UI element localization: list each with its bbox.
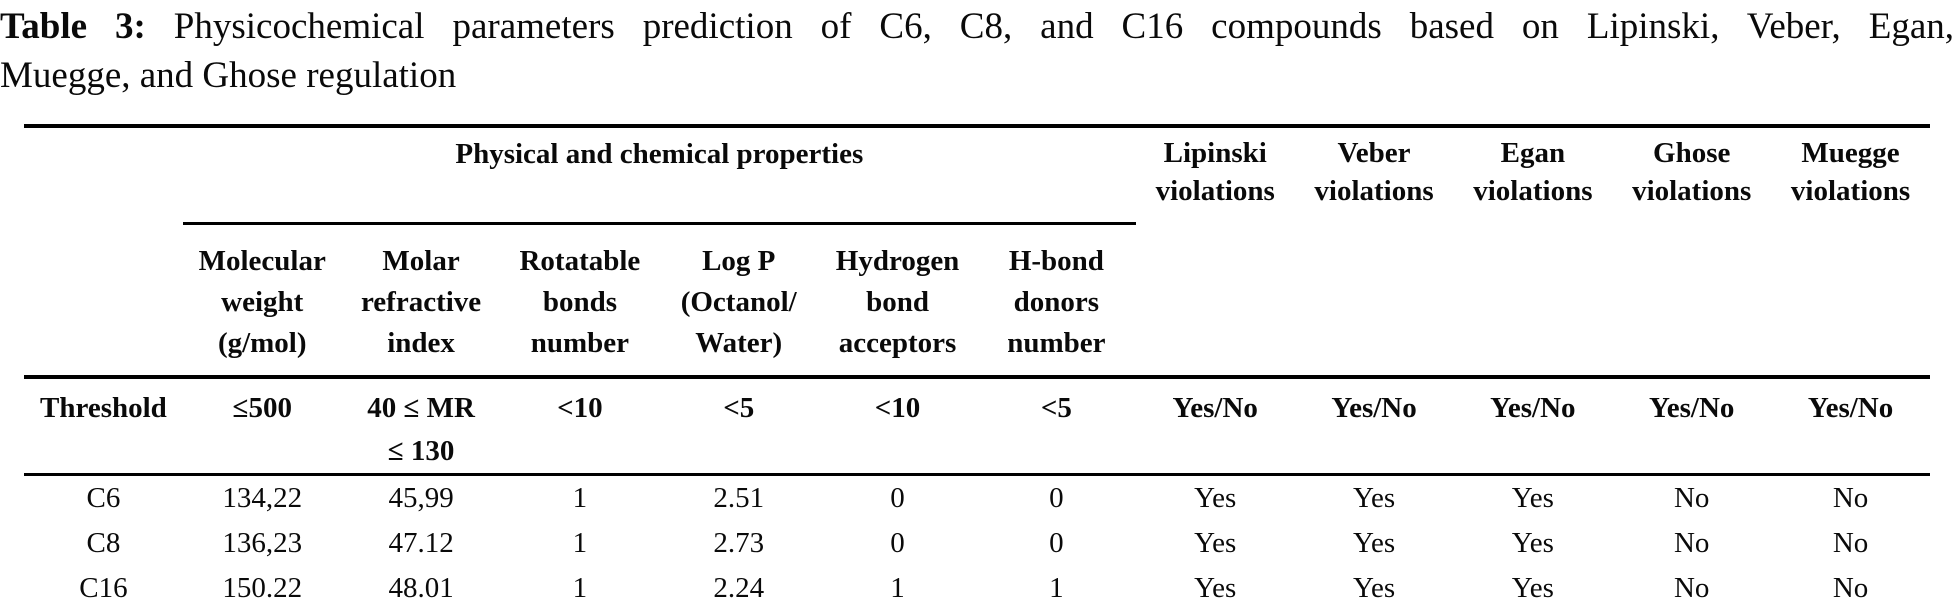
header-row-groups: Physical and chemical properties Lipinsk…: [24, 124, 1930, 377]
table-caption-line1: Table 3: Physicochemical parameters pred…: [0, 2, 1954, 51]
header-lipinski-violations: Lipinski violations: [1135, 124, 1295, 377]
cell-rbn: 1: [500, 566, 660, 611]
cell-ghose: No: [1673, 482, 1710, 514]
cell-egan: Yes: [1453, 566, 1613, 611]
threshold-muegge: Yes/No: [1771, 375, 1930, 476]
compound-name: C16: [24, 566, 183, 611]
threshold-row: Threshold ≤500 40 ≤ MR ≤ 130 <10 <5 <10 …: [24, 375, 1930, 476]
header-muegge-violations: Muegge violations: [1771, 124, 1930, 377]
cell-logp: 2.73: [713, 527, 765, 559]
cell-muegge: No: [1832, 482, 1869, 514]
threshold-hba: <10: [818, 375, 977, 476]
corner-cell: [24, 124, 183, 377]
header-rotatable-bonds: Rotatable bonds number: [519, 245, 641, 359]
cell-egan: Yes: [1511, 482, 1554, 514]
cell-mw: 136,23: [222, 527, 303, 559]
cell-logp: 2.24: [659, 566, 819, 611]
cell-mri: 47.12: [388, 527, 454, 559]
cell-mw: 150.22: [182, 566, 342, 611]
header-molecular-weight: Molecular weight (g/mol): [198, 245, 326, 359]
threshold-rbn: <10: [500, 375, 660, 476]
cell-hba: 0: [890, 482, 905, 514]
cell-mri: 48.01: [341, 566, 501, 611]
cell-ghose: No: [1612, 566, 1772, 611]
compound-name: C8: [86, 527, 121, 559]
cell-muegge: No: [1832, 527, 1869, 559]
cell-lipinski: Yes: [1194, 482, 1237, 514]
cell-hbd: 1: [976, 566, 1136, 611]
table-caption-text: Physicochemical parameters prediction of…: [173, 6, 1954, 47]
threshold-label: Threshold: [24, 375, 183, 476]
cell-mw: 134,22: [222, 482, 303, 514]
cell-veber: Yes: [1294, 566, 1454, 611]
threshold-lipinski: Yes/No: [1135, 375, 1295, 476]
cell-lipinski: Yes: [1194, 527, 1237, 559]
header-ghose-violations: Ghose violations: [1612, 124, 1772, 377]
header-hydrogen-bond-acceptors: Hydrogen bond acceptors: [835, 245, 960, 359]
cell-muegge: No: [1771, 566, 1930, 611]
cell-ghose: No: [1673, 527, 1710, 559]
header-logp: Log P (Octanol/ Water): [680, 245, 797, 359]
table-caption: Table 3: Physicochemical parameters pred…: [0, 2, 1954, 100]
cell-lipinski: Yes: [1135, 566, 1295, 611]
parameters-table: Physical and chemical properties Lipinsk…: [24, 124, 1930, 611]
header-molar-refractive-index: Molar refractive index: [360, 245, 482, 359]
cell-hbd: 0: [1049, 527, 1064, 559]
cell-mri: 45,99: [388, 482, 454, 514]
cell-egan: Yes: [1511, 527, 1554, 559]
header-veber-violations: Veber violations: [1294, 124, 1454, 377]
cell-hbd: 0: [1049, 482, 1064, 514]
cell-veber: Yes: [1352, 482, 1396, 514]
header-egan-violations: Egan violations: [1453, 124, 1613, 377]
header-row-properties: Molecular weight (g/mol) Molar refractiv…: [24, 224, 1930, 378]
threshold-ghose: Yes/No: [1612, 375, 1772, 476]
header-hbond-donors: H-bond donors number: [1007, 245, 1106, 359]
row-c6: C6 134,22 45,99 1 2.51 0 0 Yes Yes Yes N…: [24, 475, 1930, 522]
cell-hba: 1: [818, 566, 977, 611]
threshold-egan: Yes/No: [1453, 375, 1613, 476]
row-c8: C8 136,23 47.12 1 2.73 0 0 Yes Yes Yes N…: [24, 521, 1930, 566]
cell-hba: 0: [890, 527, 905, 559]
threshold-mw: ≤500: [182, 375, 342, 476]
table-caption-line2: Muegge, and Ghose regulation: [0, 55, 457, 96]
threshold-hbd: <5: [976, 375, 1136, 476]
threshold-veber: Yes/No: [1294, 375, 1454, 476]
compound-name: C6: [86, 482, 121, 514]
cell-rbn: 1: [572, 482, 588, 514]
threshold-logp: <5: [659, 375, 819, 476]
cell-rbn: 1: [572, 527, 588, 559]
header-physical-chemical-properties: Physical and chemical properties: [182, 124, 1136, 225]
threshold-mri: 40 ≤ MR ≤ 130: [341, 375, 501, 476]
cell-veber: Yes: [1352, 527, 1396, 559]
cell-logp: 2.51: [713, 482, 765, 514]
table-caption-label: Table 3:: [0, 6, 146, 47]
row-c16: C16 150.22 48.01 1 2.24 1 1 Yes Yes Yes …: [24, 566, 1930, 611]
